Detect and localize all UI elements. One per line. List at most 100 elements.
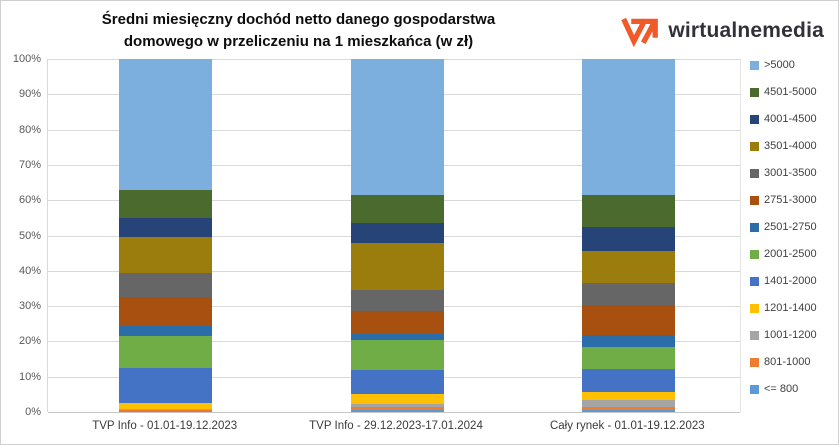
y-tick-label: 40% xyxy=(18,264,41,277)
legend: >5000 4501-5000 4001-4500 3501-4000 3001-350… xyxy=(750,59,817,395)
legend-label: 3501-4000 xyxy=(764,140,817,152)
bar-segment-801-1000 xyxy=(119,410,213,412)
legend-label: 2751-3000 xyxy=(764,194,817,206)
x-axis-label-3: Cały rynek - 01.01-19.12.2023 xyxy=(549,420,705,432)
bar-segment-2751-3000 xyxy=(119,297,213,326)
bar-segment-4001-4500 xyxy=(350,223,444,243)
bar-segment-1001-1200 xyxy=(581,400,675,407)
bar-segment-4501-5000 xyxy=(581,194,675,227)
legend-item: 3501-4000 xyxy=(750,140,817,152)
bar-segment-1001-1200 xyxy=(119,408,213,411)
bar-segment-2001-2500 xyxy=(119,336,213,368)
legend-swatch-icon xyxy=(750,168,759,178)
legend-swatch-icon xyxy=(750,195,759,205)
x-axis-label-1: TVP Info - 01.01-19.12.2023 xyxy=(92,420,238,432)
wirtualnemedia-logo: wirtualnemedia xyxy=(621,14,824,47)
bar-segment-4001-4500 xyxy=(581,226,675,252)
legend-swatch-icon xyxy=(750,114,759,124)
legend-label: 4501-5000 xyxy=(764,86,817,98)
bar-segment-3501-4000 xyxy=(350,242,444,291)
bar-segment-2751-3000 xyxy=(350,311,444,335)
bar-segment-<= 800 xyxy=(119,411,213,412)
legend-item: 1001-1200 xyxy=(750,329,817,341)
bar-segment-1401-2000 xyxy=(119,367,213,404)
bar-segment-3001-3500 xyxy=(581,283,675,306)
chart-title: Średni miesięczny dochód netto danego go… xyxy=(26,9,571,53)
legend-item: 4501-5000 xyxy=(750,86,817,98)
y-tick-label: 10% xyxy=(18,370,41,383)
bar-segment-<= 800 xyxy=(581,409,675,412)
legend-swatch-icon xyxy=(750,141,759,151)
bar-segment-3001-3500 xyxy=(350,290,444,312)
legend-item: <= 800 xyxy=(750,383,817,395)
bar-segment->5000 xyxy=(119,59,213,190)
gridline xyxy=(48,412,740,413)
bar-2 xyxy=(350,59,444,412)
plot-area xyxy=(47,59,741,413)
bar-segment-2501-2750 xyxy=(350,334,444,341)
legend-swatch-icon xyxy=(750,249,759,259)
y-tick-label: 60% xyxy=(18,194,41,207)
bar-segment-4501-5000 xyxy=(119,189,213,218)
bar-segment-4501-5000 xyxy=(350,195,444,224)
bar-segment-3501-4000 xyxy=(119,237,213,273)
y-tick-label: 20% xyxy=(18,335,41,348)
legend-swatch-icon xyxy=(750,384,759,394)
bar-segment-801-1000 xyxy=(350,407,444,410)
legend-swatch-icon xyxy=(750,222,759,232)
chart-title-line2: domowego w przeliczeniu na 1 mieszkańca … xyxy=(123,33,474,50)
y-tick-label: 50% xyxy=(18,229,41,242)
bar-segment-801-1000 xyxy=(581,406,675,410)
legend-item: 2751-3000 xyxy=(750,194,817,206)
y-tick-label: 100% xyxy=(12,53,41,65)
legend-swatch-icon xyxy=(750,276,759,286)
bar-segment-3001-3500 xyxy=(119,272,213,298)
wirtualnemedia-logo-icon xyxy=(621,14,659,47)
legend-item: 4001-4500 xyxy=(750,113,817,125)
legend-label: 2001-2500 xyxy=(764,248,817,260)
legend-item: 801-1000 xyxy=(750,356,817,368)
legend-swatch-icon xyxy=(750,330,759,340)
bar-segment-2001-2500 xyxy=(350,340,444,371)
bar-segment-1201-1400 xyxy=(119,403,213,409)
y-tick-label: 80% xyxy=(18,123,41,136)
bar-segment-3501-4000 xyxy=(581,251,675,284)
legend-swatch-icon xyxy=(750,303,759,313)
bar-segment-2001-2500 xyxy=(581,347,675,369)
legend-swatch-icon xyxy=(750,357,759,367)
legend-swatch-icon xyxy=(750,87,759,97)
bar-segment->5000 xyxy=(350,59,444,195)
y-tick-label: 70% xyxy=(18,158,41,171)
legend-label: >5000 xyxy=(764,59,795,71)
legend-item: 1201-1400 xyxy=(750,302,817,314)
bar-segment-1401-2000 xyxy=(581,368,675,392)
bar-3 xyxy=(581,59,675,412)
legend-label: 1401-2000 xyxy=(764,275,817,287)
legend-item: >5000 xyxy=(750,59,817,71)
bar-segment-1201-1400 xyxy=(350,393,444,405)
legend-label: 3001-3500 xyxy=(764,167,817,179)
bar-segment-1001-1200 xyxy=(350,404,444,408)
y-tick-label: 30% xyxy=(18,300,41,313)
legend-item: 2501-2750 xyxy=(750,221,817,233)
legend-label: 2501-2750 xyxy=(764,221,817,233)
bar-segment-2501-2750 xyxy=(581,335,675,348)
legend-swatch-icon xyxy=(750,60,759,70)
legend-label: 801-1000 xyxy=(764,356,811,368)
bar-segment-2751-3000 xyxy=(581,305,675,336)
legend-label: <= 800 xyxy=(764,383,799,395)
bar-1 xyxy=(119,59,213,412)
chart-title-line1: Średni miesięczny dochód netto danego go… xyxy=(101,11,496,28)
y-tick-label: 0% xyxy=(25,406,41,418)
legend-item: 2001-2500 xyxy=(750,248,817,260)
bar-segment-2501-2750 xyxy=(119,325,213,337)
bar-segment-4001-4500 xyxy=(119,217,213,238)
legend-item: 3001-3500 xyxy=(750,167,817,179)
legend-label: 4001-4500 xyxy=(764,113,817,125)
legend-label: 1001-1200 xyxy=(764,329,817,341)
y-tick-label: 90% xyxy=(18,88,41,101)
legend-item: 1401-2000 xyxy=(750,275,817,287)
x-axis-label-2: TVP Info - 29.12.2023-17.01.2024 xyxy=(309,420,483,432)
bar-segment-<= 800 xyxy=(350,409,444,412)
